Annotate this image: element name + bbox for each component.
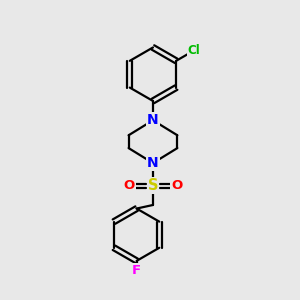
- Text: F: F: [132, 265, 141, 278]
- Text: N: N: [147, 113, 159, 127]
- Text: O: O: [124, 179, 135, 192]
- Text: N: N: [147, 156, 159, 170]
- Text: S: S: [148, 178, 158, 193]
- Text: O: O: [171, 179, 182, 192]
- Text: Cl: Cl: [188, 44, 200, 57]
